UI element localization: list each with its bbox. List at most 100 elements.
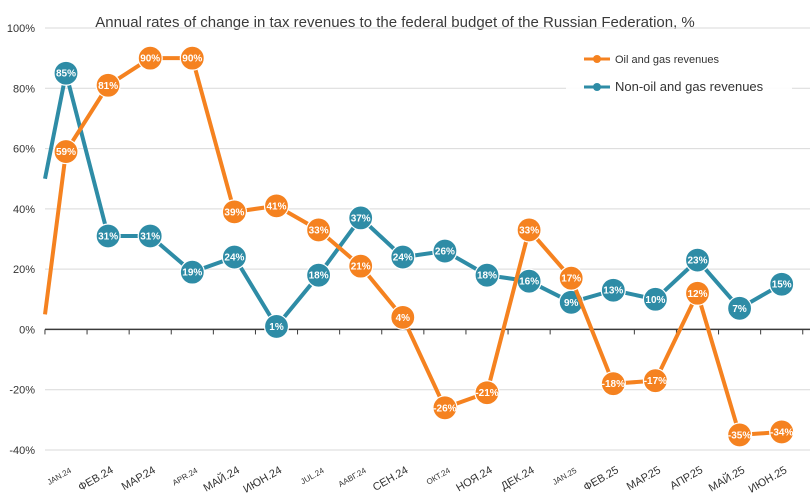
- data-point[interactable]: [348, 253, 374, 279]
- data-label: 21%: [351, 262, 371, 273]
- data-point[interactable]: [179, 259, 205, 285]
- x-tick-label: МАР.24: [120, 464, 158, 493]
- x-tick-label: АПР.25: [668, 464, 705, 492]
- data-point[interactable]: [684, 247, 711, 273]
- y-tick-label: -40%: [9, 445, 35, 457]
- data-label: 31%: [98, 231, 118, 242]
- legend-marker-oil-gas: [593, 55, 601, 63]
- y-tick-label: 80%: [13, 83, 35, 95]
- y-axis-ticks: -40% -20% 0% 20% 40% 60% 80% 100%: [7, 23, 35, 457]
- data-label: -17%: [644, 376, 667, 387]
- data-point[interactable]: [684, 280, 711, 306]
- data-point[interactable]: [769, 271, 795, 297]
- legend-label-non-oil-gas: Non-oil and gas revenues: [615, 79, 764, 94]
- data-label: 18%: [477, 271, 497, 282]
- data-point[interactable]: [221, 244, 247, 270]
- x-tick-label: APR.24: [171, 466, 200, 488]
- data-point[interactable]: [137, 223, 163, 249]
- legend-box: [566, 42, 792, 110]
- data-label: 13%: [603, 286, 623, 297]
- data-point[interactable]: [726, 295, 753, 321]
- x-tick-label: ДЕК.24: [499, 464, 537, 493]
- data-label: 17%: [561, 274, 581, 285]
- data-label: -35%: [728, 430, 751, 441]
- legend: Oil and gas revenues Non-oil and gas rev…: [566, 42, 792, 110]
- data-point[interactable]: [432, 395, 458, 421]
- x-tick-label: СЕН.24: [371, 464, 410, 494]
- x-axis-ticks: JAN.24 ФЕВ.24 МАР.24 APR.24 МАЙ.24 ИЮН.24 JUL.…: [46, 463, 789, 495]
- data-point[interactable]: [432, 238, 458, 264]
- data-point[interactable]: [390, 304, 416, 330]
- data-label: 12%: [687, 289, 707, 300]
- data-label: 85%: [56, 69, 76, 80]
- data-point[interactable]: [263, 313, 290, 340]
- data-point[interactable]: [390, 244, 416, 270]
- legend-marker-non-oil-gas: [593, 83, 601, 91]
- data-point[interactable]: [306, 262, 332, 288]
- x-tick-label: ИЮН.25: [747, 464, 790, 496]
- data-point[interactable]: [600, 277, 626, 303]
- data-point[interactable]: [769, 419, 795, 445]
- legend-entry-non-oil-gas[interactable]: Non-oil and gas revenues: [584, 79, 764, 94]
- data-point[interactable]: [474, 262, 500, 288]
- data-point[interactable]: [642, 286, 669, 312]
- data-point[interactable]: [516, 217, 542, 243]
- data-label: 19%: [182, 268, 202, 279]
- data-label: 90%: [140, 54, 160, 65]
- data-point[interactable]: [95, 72, 121, 98]
- data-label: -34%: [770, 427, 793, 438]
- data-label: 7%: [732, 304, 747, 315]
- data-point[interactable]: [137, 45, 163, 71]
- data-label: 15%: [772, 280, 792, 291]
- legend-entry-oil-gas[interactable]: Oil and gas revenues: [584, 54, 719, 66]
- data-point[interactable]: [179, 45, 205, 71]
- data-point[interactable]: [306, 217, 332, 243]
- x-tick-label: JAN.25: [551, 466, 579, 487]
- data-point[interactable]: [348, 205, 374, 231]
- data-label: 1%: [269, 322, 284, 333]
- series-layer: 85% 31% 31% 19% 24% 1% 18% 37% 24% 26% 18% 16% 9% 13%…: [43, 45, 795, 448]
- data-label: 37%: [351, 213, 371, 224]
- data-label: 9%: [564, 298, 579, 309]
- data-label: 31%: [140, 231, 160, 242]
- data-point[interactable]: [726, 422, 753, 448]
- x-tick-label: МАЙ.25: [706, 463, 747, 494]
- y-tick-label: 60%: [13, 144, 35, 156]
- data-label: 59%: [56, 147, 76, 158]
- x-tick-label: JUL.24: [299, 466, 326, 487]
- data-label: 90%: [182, 54, 202, 65]
- data-point[interactable]: [474, 380, 500, 406]
- x-tick-label: ФЕВ.24: [76, 464, 115, 494]
- data-point[interactable]: [558, 265, 584, 291]
- data-label: 26%: [435, 247, 455, 258]
- data-label: 39%: [224, 207, 244, 218]
- data-label: 4%: [396, 313, 411, 324]
- y-tick-label: -20%: [9, 385, 35, 397]
- x-tick-label: ИЮН.24: [241, 464, 284, 496]
- data-point[interactable]: [95, 223, 121, 249]
- data-point[interactable]: [263, 193, 290, 219]
- data-label: -26%: [433, 403, 456, 414]
- data-point[interactable]: [53, 60, 79, 86]
- data-label: 81%: [98, 81, 118, 92]
- data-label: 33%: [519, 225, 539, 236]
- data-point[interactable]: [642, 368, 669, 394]
- x-tick-label: ФЕВ.25: [582, 464, 621, 494]
- legend-label-oil-gas: Oil and gas revenues: [615, 54, 719, 66]
- data-point[interactable]: [221, 199, 247, 225]
- y-tick-label: 100%: [7, 23, 35, 35]
- y-tick-label: 20%: [13, 264, 35, 276]
- data-point[interactable]: [600, 371, 626, 397]
- series-line: [43, 71, 783, 329]
- data-point[interactable]: [53, 138, 79, 165]
- x-tick-label: МАР.25: [625, 464, 663, 493]
- series-0: 59% 81% 90% 90% 39% 41% 33% 21% 4% -26% -21% 33% 17%…: [43, 45, 795, 448]
- data-label: -21%: [475, 388, 498, 399]
- data-label: 33%: [309, 225, 329, 236]
- data-label: 16%: [519, 277, 539, 288]
- series-1: 85% 31% 31% 19% 24% 1% 18% 37% 24% 26% 18% 16% 9% 13%…: [43, 60, 795, 340]
- y-tick-label: 40%: [13, 204, 35, 216]
- x-tick-label: НОЯ.24: [454, 464, 494, 494]
